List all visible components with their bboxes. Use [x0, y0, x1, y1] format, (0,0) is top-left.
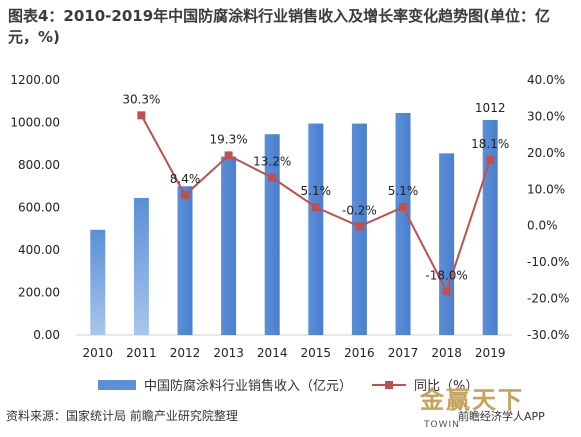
x-tick-label: 2012 [170, 346, 201, 360]
growth-label-2015: 5.1% [301, 184, 332, 198]
x-tick-label: 2019 [475, 346, 506, 360]
y-left-tick-label: 1200.00 [10, 73, 60, 87]
y-right-tick-label: -20.0% [527, 292, 569, 306]
bar-2019 [482, 119, 498, 335]
y-right-tick-label: -30.0% [527, 328, 569, 342]
brand-app-name: 前瞻经济学人APP [458, 410, 545, 423]
y-left-tick-label: 400.00 [18, 243, 60, 257]
brand-logo: 金赢天下 [420, 385, 524, 414]
growth-label-2016: -0.2% [342, 203, 377, 217]
growth-label-2019: 18.1% [471, 137, 509, 151]
legend-label-growth: 同比（%） [414, 379, 479, 394]
y-left-tick-label: 1000.00 [10, 116, 60, 130]
bar-2010 [90, 229, 106, 335]
growth-label-2014: 13.2% [253, 155, 291, 169]
bar-2015 [308, 123, 324, 335]
x-tick-label: 2013 [213, 346, 244, 360]
x-tick-label: 2014 [257, 346, 288, 360]
y-right-tick-label: 40.0% [527, 73, 565, 87]
chart-canvas: 0.00 200.00 400.00 600.00 800.00 1000.00 1200.… [10, 73, 569, 360]
growth-label-2013: 19.3% [210, 132, 248, 146]
legend-item-growth: 同比（%） [372, 375, 478, 394]
y-right-tick-label: -10.0% [527, 255, 569, 269]
growth-label-2017: 5.1% [388, 184, 419, 198]
x-tick-label: 2016 [344, 346, 375, 360]
x-tick-label: 2018 [431, 346, 462, 360]
x-tick-label: 2011 [126, 346, 157, 360]
y-right-tick-label: 0.0% [527, 219, 558, 233]
x-tick-label: 2010 [83, 346, 114, 360]
x-tick-label: 2015 [301, 346, 332, 360]
growth-point-2016 [355, 222, 364, 231]
growth-point-2012 [181, 191, 189, 200]
growth-label-2018: -18.0% [425, 268, 467, 282]
source-note: 资料来源：国家统计局 前瞻产业研究院整理 [6, 409, 238, 423]
y-left-tick-label: 0.00 [33, 328, 60, 342]
bar-2017 [395, 112, 411, 335]
bar-2014 [264, 134, 280, 335]
growth-label-2011: 30.3% [122, 92, 160, 106]
legend-bar-swatch [98, 379, 136, 390]
growth-point-2015 [311, 203, 320, 212]
y-left-tick-label: 200.00 [18, 286, 60, 300]
y-right-tick-label: 30.0% [527, 109, 565, 123]
legend: 中国防腐涂料行业销售收入（亿元） 同比（%） [0, 375, 581, 395]
y-right-tick-label: 10.0% [527, 182, 565, 196]
growth-point-2017 [399, 203, 407, 212]
chart-title: 图表4：2010-2019年中国防腐涂料行业销售收入及增长率变化趋势图(单位：亿… [8, 7, 551, 46]
bar-2012 [177, 186, 193, 335]
bar-label-2019: 1012 [475, 101, 506, 115]
legend-label-revenue: 中国防腐涂料行业销售收入（亿元） [144, 379, 353, 394]
y-right-tick-label: 20.0% [527, 146, 565, 160]
brand-towin: TOWIN [424, 420, 460, 430]
x-tick-label: 2017 [388, 346, 419, 360]
y-left-tick-label: 800.00 [18, 158, 60, 172]
growth-point-2018 [442, 287, 451, 296]
bar-2011 [133, 197, 149, 335]
bar-2013 [221, 156, 237, 335]
growth-point-2011 [137, 111, 146, 120]
growth-label-2012: 8.4% [170, 172, 201, 186]
legend-line-swatch [372, 380, 406, 390]
y-left-tick-label: 600.00 [18, 201, 60, 215]
growth-point-2013 [224, 151, 233, 160]
growth-point-2014 [268, 173, 277, 182]
legend-item-revenue: 中国防腐涂料行业销售收入（亿元） [98, 375, 352, 394]
growth-point-2019 [486, 155, 495, 164]
brand-watermark: 金赢天下 前瞻经济学人APP TOWIN [420, 380, 575, 432]
bar-2018 [439, 153, 455, 335]
